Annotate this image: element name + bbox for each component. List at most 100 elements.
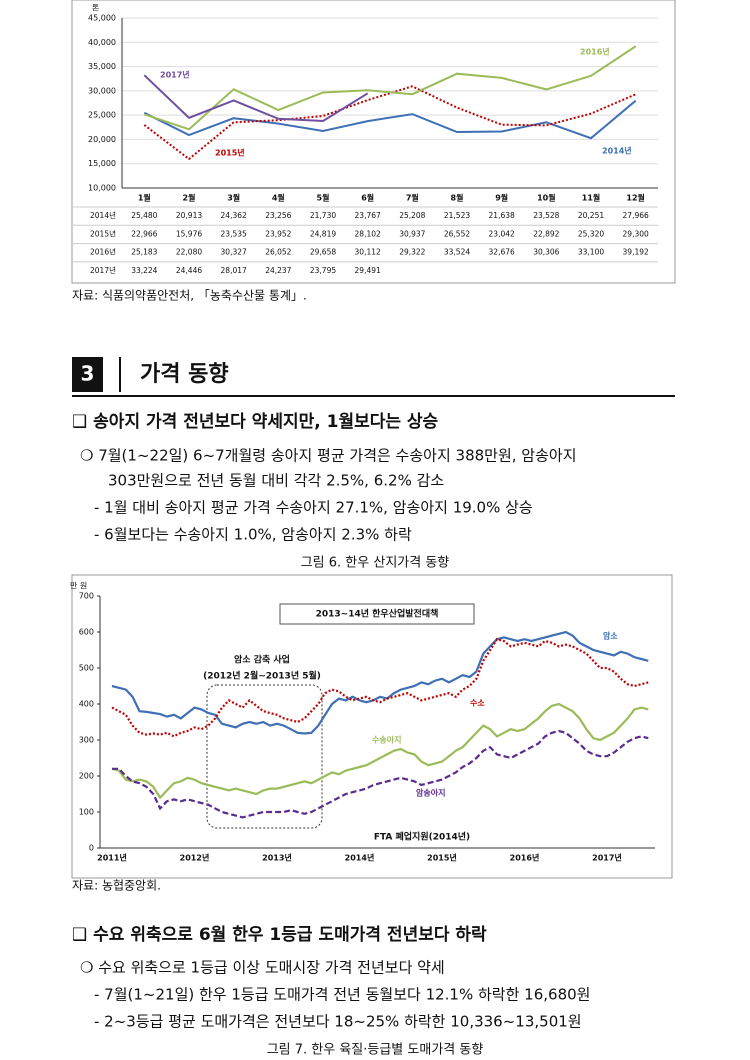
table-cell: 27,966 (623, 211, 649, 220)
table-cell: 33,524 (444, 248, 470, 257)
table-cell: 29,322 (399, 248, 425, 257)
table-row-header: 2014년 (90, 210, 116, 220)
series-line (143, 99, 637, 140)
x-tick-label: 2014년 (345, 853, 375, 863)
y-tick-label: 25,000 (88, 111, 116, 120)
x-tick-label: 9월 (495, 193, 508, 203)
annotation-box (279, 603, 475, 625)
table-cell: 25,480 (131, 211, 157, 220)
paragraph: - 2~3등급 평균 도매가격은 전년보다 18~25% 하락한 10,336~… (94, 1013, 582, 1031)
table-row-header: 2017년 (90, 265, 116, 275)
y-tick-label: 40,000 (88, 38, 116, 47)
table-cell: 23,795 (310, 266, 336, 275)
y-tick-label: 45,000 (88, 14, 116, 23)
x-tick-label: 6월 (361, 193, 374, 203)
table-cell: 33,224 (131, 266, 157, 275)
y-tick-label: 500 (79, 664, 94, 673)
table-cell: 26,052 (265, 248, 291, 257)
series-line (112, 729, 649, 819)
table-cell: 29,491 (355, 266, 381, 275)
x-tick-label: 3월 (227, 193, 240, 203)
table-cell: 22,966 (131, 229, 157, 238)
y-tick-label: 400 (79, 700, 94, 709)
series-label: 암송아지 (416, 788, 445, 798)
series-label: 수송아지 (372, 735, 401, 745)
table-cell: 20,251 (578, 211, 604, 220)
table-cell: 28,102 (355, 229, 381, 238)
y-tick-label: 20,000 (88, 135, 116, 144)
series-label: 2015년 (215, 148, 245, 158)
x-tick-label: 2012년 (180, 853, 210, 863)
table-cell: 28,017 (221, 266, 247, 275)
table-cell: 26,552 (444, 229, 470, 238)
heading: ❑ 송아지 가격 전년보다 약세지만, 1월보다는 상승 (72, 411, 439, 432)
table-cell: 32,676 (489, 248, 515, 257)
table-cell: 25,183 (131, 248, 157, 257)
series-label: 2016년 (580, 47, 610, 57)
table-cell: 39,192 (623, 248, 649, 257)
table-row-header: 2016년 (90, 247, 116, 257)
table-cell: 30,327 (221, 248, 247, 257)
annotation-region (206, 684, 323, 829)
y-unit: 톤 (92, 4, 99, 13)
annotation: 2013~14년 한우산업발전대책 (316, 608, 439, 620)
table-cell: 23,767 (355, 211, 381, 220)
annotation: FTA 폐업지원(2014년) (374, 831, 470, 843)
table-cell: 30,306 (533, 248, 559, 257)
chart-frame (71, 0, 676, 284)
x-tick-label: 2015년 (427, 853, 457, 863)
y-tick-label: 10,000 (88, 184, 116, 193)
table-cell: 22,080 (176, 248, 202, 257)
table-cell: 20,913 (176, 211, 202, 220)
x-tick-label: 10월 (537, 193, 556, 203)
paragraph: - 6월보다는 수송아지 1.0%, 암송아지 2.3% 하락 (94, 526, 412, 544)
y-tick-label: 300 (79, 736, 94, 745)
table-cell: 24,819 (310, 229, 336, 238)
source: 자료: 식품의약품안전처, 「농축수산물 통계」. (72, 288, 307, 303)
series-line (111, 630, 649, 735)
table-cell: 23,528 (533, 211, 559, 220)
y-tick-label: 15,000 (88, 159, 116, 168)
table-cell: 29,658 (310, 248, 336, 257)
table-cell: 21,638 (489, 211, 515, 220)
series-label: 2014년 (602, 146, 632, 156)
heading: ❑ 수요 위축으로 6월 한우 1등급 도매가격 전년보다 하락 (72, 925, 487, 945)
x-tick-label: 8월 (451, 193, 464, 203)
x-tick-label: 1월 (138, 193, 151, 203)
series-line (111, 702, 649, 800)
table-cell: 30,112 (355, 248, 381, 257)
series-label: 2017년 (160, 70, 190, 80)
x-tick-label: 7월 (406, 193, 419, 203)
annotation: 암소 감축 사업 (234, 654, 290, 666)
table-cell: 23,042 (489, 229, 515, 238)
table-cell: 24,362 (221, 211, 247, 220)
y-tick-label: 700 (79, 592, 94, 601)
x-tick-label: 2011년 (97, 853, 127, 863)
series-line (143, 74, 369, 123)
table-cell: 22,892 (533, 229, 559, 238)
table-cell: 21,730 (310, 211, 336, 220)
table-cell: 25,320 (578, 229, 604, 238)
table-cell: 23,535 (221, 229, 247, 238)
table-cell: 15,976 (176, 229, 202, 238)
x-tick-label: 11월 (582, 193, 601, 203)
x-tick-label: 12월 (626, 193, 645, 203)
table-cell: 24,237 (265, 266, 291, 275)
table-cell: 33,100 (578, 248, 604, 257)
annotation: (2012년 2월~2013년 5월) (203, 670, 321, 682)
x-tick-label: 5월 (317, 193, 330, 203)
paragraph: - 7월(1~21일) 한우 1등급 도매가격 전년 동월보다 12.1% 하락… (94, 986, 590, 1004)
y-tick-label: 35,000 (88, 62, 116, 71)
section-box (72, 357, 103, 392)
y-tick-label: 0 (89, 844, 94, 853)
table-cell: 21,523 (444, 211, 470, 220)
y-unit: 만 원 (70, 582, 87, 591)
source: 자료: 농협중앙회. (72, 879, 161, 893)
series-line (143, 85, 637, 161)
series-label: 수소 (470, 699, 485, 708)
x-tick-label: 2017년 (592, 853, 622, 863)
y-tick-label: 200 (79, 772, 94, 781)
table-cell: 30,937 (399, 229, 425, 238)
y-tick-label: 100 (79, 808, 94, 817)
